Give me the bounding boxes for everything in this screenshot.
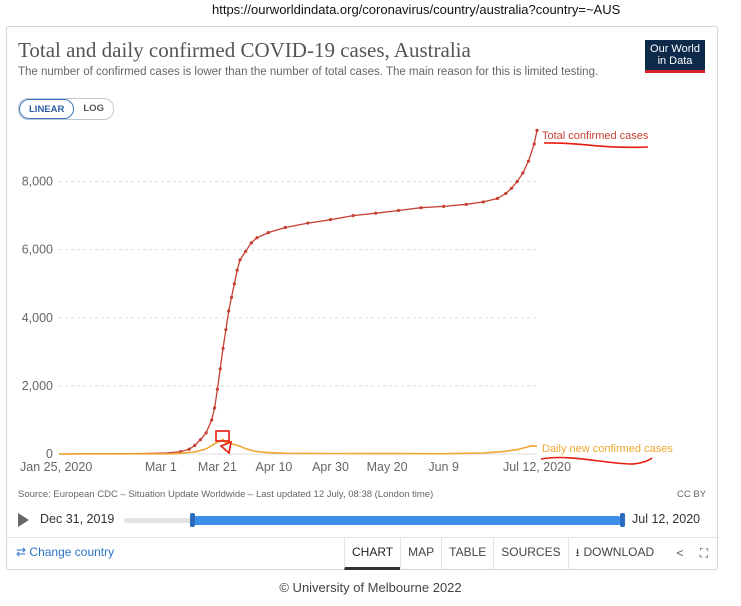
url-text: https://ourworldindata.org/coronavirus/c… xyxy=(212,2,621,17)
data-point[interactable] xyxy=(535,128,539,133)
y-tick-label: 0 xyxy=(46,447,53,461)
copyright: © University of Melbourne 2022 xyxy=(279,580,462,595)
x-tick-label: Jan 25, 2020 xyxy=(20,460,92,474)
scale-toggle: LINEAR LOG xyxy=(18,98,114,120)
data-point[interactable] xyxy=(283,225,287,230)
x-tick-label: May 20 xyxy=(367,460,408,474)
x-tick-label: Jun 9 xyxy=(428,460,459,474)
grid-lines xyxy=(59,181,537,455)
data-point[interactable] xyxy=(218,367,222,371)
license-label[interactable]: CC BY xyxy=(677,489,707,500)
data-point[interactable] xyxy=(221,346,225,351)
series-label-daily[interactable]: Daily new confirmed cases xyxy=(542,443,673,455)
data-point[interactable] xyxy=(255,236,259,240)
data-point[interactable] xyxy=(229,295,234,299)
y-tick-labels: 0 2,000 4,000 6,000 8,000 xyxy=(22,175,53,462)
data-point[interactable] xyxy=(204,431,208,435)
data-point[interactable] xyxy=(351,213,355,218)
linear-scale-button[interactable]: LINEAR xyxy=(19,99,75,119)
timeline-start-handle[interactable] xyxy=(190,513,195,527)
data-point[interactable] xyxy=(532,142,536,146)
timeline-end-handle[interactable] xyxy=(620,513,625,527)
series-line-daily[interactable] xyxy=(58,438,538,455)
annotation-mark xyxy=(219,440,233,455)
annotation-underline-daily xyxy=(540,456,653,465)
data-point[interactable] xyxy=(515,179,519,184)
data-point[interactable] xyxy=(306,221,310,225)
chart-title: Total and daily confirmed COVID-19 cases… xyxy=(18,38,471,62)
data-point[interactable] xyxy=(481,200,485,204)
y-tick-label: 6,000 xyxy=(22,243,53,257)
data-point[interactable] xyxy=(187,447,191,451)
owid-logo[interactable]: Our World in Data xyxy=(645,40,705,73)
data-point[interactable] xyxy=(266,230,270,235)
log-scale-button[interactable]: LOG xyxy=(83,103,104,114)
data-point[interactable] xyxy=(504,191,508,196)
data-point[interactable] xyxy=(227,309,231,313)
x-tick-label: Jul 12, 2020 xyxy=(503,460,571,474)
data-point[interactable] xyxy=(215,387,219,391)
data-point[interactable] xyxy=(374,211,378,215)
data-point[interactable] xyxy=(212,406,217,410)
tab-table[interactable]: TABLE xyxy=(441,538,493,570)
data-point[interactable] xyxy=(464,202,468,206)
y-tick-label: 2,000 xyxy=(22,379,53,393)
y-tick-label: 4,000 xyxy=(22,311,53,325)
tab-sources[interactable]: SOURCES xyxy=(493,538,567,570)
data-point[interactable] xyxy=(328,218,333,222)
timeline-selected-range xyxy=(192,516,622,525)
share-icon[interactable]: < xyxy=(676,546,684,560)
logo-line-1: Our World xyxy=(650,43,700,55)
x-tick-labels: Jan 25, 2020 Mar 1 Mar 21 Apr 10 Apr 30 May 2… xyxy=(20,460,571,474)
x-tick-label: Apr 10 xyxy=(256,460,293,474)
tab-bar: CHART MAP TABLE SOURCES ⭳ DOWNLOAD xyxy=(344,538,661,570)
data-point[interactable] xyxy=(419,206,423,210)
swap-icon: ⇄ xyxy=(16,545,27,559)
data-point[interactable] xyxy=(249,241,253,245)
series-line-total[interactable] xyxy=(58,130,538,455)
logo-line-2: in Data xyxy=(657,55,693,67)
y-tick-label: 8,000 xyxy=(22,175,53,189)
data-point[interactable] xyxy=(526,159,531,163)
chart-card xyxy=(6,26,718,570)
x-tick-label: Mar 1 xyxy=(145,460,177,474)
series-labels: Total confirmed cases Daily new confirmed… xyxy=(542,130,673,455)
timeline: Dec 31, 2019 Jul 12, 2020 xyxy=(18,510,708,530)
timeline-end-label: Jul 12, 2020 xyxy=(632,512,701,526)
data-point[interactable] xyxy=(224,328,228,332)
change-country-label: Change country xyxy=(29,545,115,559)
change-country-button[interactable]: ⇄ Change country xyxy=(16,545,114,559)
tab-chart[interactable]: CHART xyxy=(344,538,401,570)
data-point[interactable] xyxy=(198,438,203,442)
fullscreen-icon[interactable]: ⛶ xyxy=(699,546,709,560)
data-point[interactable] xyxy=(244,249,248,253)
tab-map[interactable]: MAP xyxy=(400,538,441,570)
data-point[interactable] xyxy=(193,443,197,448)
annotation-underline-total xyxy=(543,142,649,149)
x-tick-label: Mar 21 xyxy=(198,460,237,474)
data-point[interactable] xyxy=(442,204,446,208)
data-point[interactable] xyxy=(232,282,236,286)
download-icon: ⭳ xyxy=(575,547,580,559)
play-icon[interactable] xyxy=(18,513,29,527)
data-point[interactable] xyxy=(495,196,500,201)
annotation-box xyxy=(215,430,230,442)
series-lines xyxy=(58,128,539,455)
source-note[interactable]: Source: European CDC – Situation Update … xyxy=(18,489,434,500)
chart-subtitle: The number of confirmed cases is lower t… xyxy=(18,66,599,78)
hand-annotations xyxy=(215,142,653,465)
data-point[interactable] xyxy=(396,208,401,213)
chart-footer: ⇄ Change country CHART MAP TABLE SOURCES… xyxy=(7,537,717,570)
x-tick-label: Apr 30 xyxy=(312,460,349,474)
data-point[interactable] xyxy=(509,186,514,190)
tab-download-label: DOWNLOAD xyxy=(583,545,655,559)
series-label-total[interactable]: Total confirmed cases xyxy=(542,130,649,142)
data-point[interactable] xyxy=(238,258,242,262)
data-point[interactable] xyxy=(521,171,525,175)
data-point[interactable] xyxy=(210,418,214,422)
data-point[interactable] xyxy=(235,268,239,272)
tab-download[interactable]: ⭳ DOWNLOAD xyxy=(567,538,662,570)
timeline-start-label: Dec 31, 2019 xyxy=(40,512,115,526)
